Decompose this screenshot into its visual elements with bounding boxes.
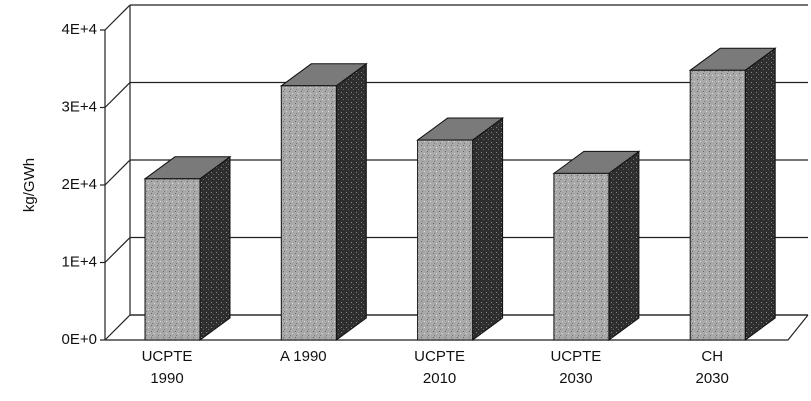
bar-side bbox=[744, 47, 776, 341]
y-tick-label: 3E+4 bbox=[62, 98, 97, 115]
bar-side bbox=[608, 150, 640, 341]
bar-side bbox=[199, 155, 231, 341]
grid-line-side bbox=[104, 82, 131, 108]
y-tick-label: 0E+0 bbox=[62, 331, 97, 348]
y-axis-label: kg/GWh bbox=[21, 158, 38, 212]
x-tick-label: UCPTE bbox=[550, 348, 601, 365]
grid-line-side bbox=[104, 159, 131, 186]
grid-line-side bbox=[104, 314, 131, 341]
bar bbox=[280, 85, 337, 341]
x-tick-label: UCPTE bbox=[142, 348, 193, 365]
bar bbox=[417, 139, 474, 341]
grid-line-side bbox=[104, 237, 131, 263]
bar bbox=[689, 69, 746, 341]
x-tick-label: 2030 bbox=[696, 370, 729, 387]
x-tick-label: 2030 bbox=[559, 370, 592, 387]
bar-side bbox=[472, 117, 504, 341]
y-tick-label: 1E+4 bbox=[62, 253, 97, 270]
bar-side bbox=[335, 62, 367, 341]
x-tick-label: A 1990 bbox=[280, 348, 327, 365]
y-tick-label: 4E+4 bbox=[62, 21, 97, 38]
x-tick-label: UCPTE bbox=[414, 348, 465, 365]
bar bbox=[144, 178, 201, 341]
y-tick-label: 2E+4 bbox=[62, 176, 97, 193]
bar bbox=[553, 172, 610, 341]
x-tick-label: 1990 bbox=[150, 370, 183, 387]
grid-line-side bbox=[104, 4, 131, 31]
x-tick-label: 2010 bbox=[423, 370, 456, 387]
x-tick-label: CH bbox=[701, 348, 723, 365]
